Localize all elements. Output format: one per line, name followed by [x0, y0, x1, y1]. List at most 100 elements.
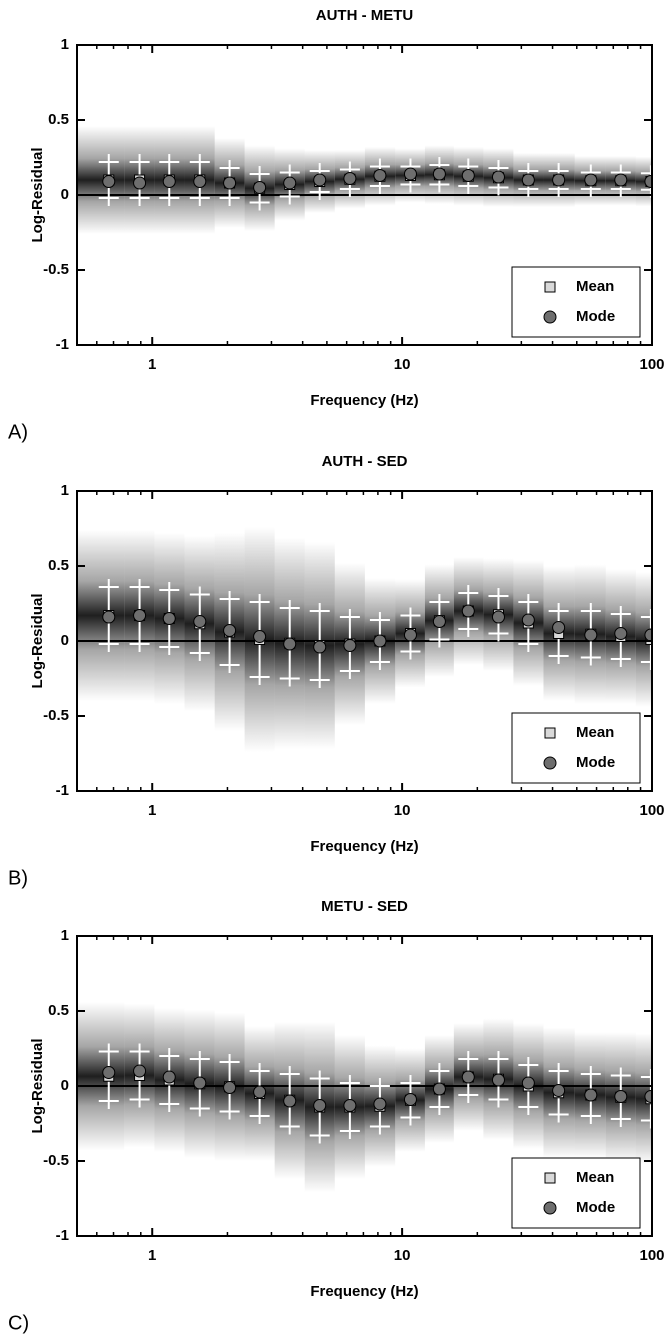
mode-marker	[461, 1070, 475, 1084]
mode-marker	[461, 604, 475, 618]
mode-marker	[644, 1090, 652, 1103]
mode-marker	[491, 170, 505, 184]
legend-label: Mean	[576, 724, 614, 741]
legend-label: Mode	[576, 1199, 615, 1216]
mode-marker	[373, 169, 387, 182]
mode-marker	[403, 167, 417, 181]
mode-marker	[432, 615, 446, 628]
y-axis-label: Log-Residual	[29, 593, 46, 688]
mode-marker	[614, 627, 628, 640]
legend: Mean Mode	[511, 712, 641, 784]
mode-marker	[521, 613, 535, 627]
legend-label: Mean	[576, 278, 614, 295]
legend-swatch	[544, 281, 556, 293]
mode-marker	[432, 167, 446, 181]
y-tick-label: 1	[61, 482, 69, 499]
mode-marker	[283, 637, 297, 651]
mode-marker	[584, 1088, 598, 1102]
panel-label: A)	[8, 421, 28, 443]
mode-marker	[343, 172, 357, 185]
plot-area	[77, 1002, 652, 1193]
y-tick-label: -0.5	[43, 1152, 69, 1169]
panel-label: B)	[8, 867, 28, 889]
mode-marker	[102, 175, 116, 188]
x-tick-label: 1	[148, 356, 156, 373]
mode-marker	[193, 175, 207, 188]
mode-marker	[283, 1094, 297, 1108]
x-tick-label: 10	[394, 802, 411, 819]
legend-box	[511, 1157, 641, 1229]
density-column	[77, 1002, 125, 1151]
mode-marker	[552, 1084, 566, 1097]
y-axis-label: Log-Residual	[29, 1038, 46, 1133]
y-tick-label: 1	[61, 927, 69, 944]
mode-marker	[552, 173, 566, 187]
density-column	[77, 530, 125, 701]
mode-marker	[253, 630, 267, 643]
legend-swatch	[543, 756, 557, 770]
legend-label: Mean	[576, 1169, 614, 1186]
x-axis-label: Frequency (Hz)	[310, 1283, 418, 1300]
density-column	[635, 1033, 652, 1164]
mode-marker	[133, 609, 147, 622]
panel-title: AUTH - SED	[322, 453, 408, 470]
y-tick-label: 0.5	[48, 111, 69, 128]
plot-area	[77, 126, 652, 234]
mode-marker	[491, 1073, 505, 1087]
legend-box	[511, 712, 641, 784]
legend-swatch	[543, 310, 557, 324]
legend: Mean Mode	[511, 266, 641, 338]
mode-marker	[223, 176, 237, 190]
legend: Mean Mode	[511, 1157, 641, 1229]
x-tick-label: 1	[148, 1247, 156, 1264]
mode-marker	[614, 1090, 628, 1103]
mode-marker	[373, 1097, 387, 1111]
y-tick-label: -0.5	[43, 707, 69, 724]
plot-area	[77, 527, 652, 752]
mode-marker	[313, 1099, 327, 1112]
mode-marker	[521, 1076, 535, 1090]
y-axis-label: Log-Residual	[29, 147, 46, 242]
x-tick-label: 10	[394, 1247, 411, 1264]
mode-marker	[403, 628, 417, 642]
y-tick-label: 0.5	[48, 557, 69, 574]
mode-marker	[521, 173, 535, 187]
mode-marker	[644, 628, 652, 642]
mode-marker	[313, 640, 327, 654]
mode-marker	[313, 173, 327, 187]
mode-marker	[283, 176, 297, 190]
x-tick-label: 100	[639, 802, 664, 819]
mode-marker	[193, 1076, 207, 1090]
mode-marker	[491, 610, 505, 624]
x-tick-label: 100	[639, 356, 664, 373]
x-tick-label: 10	[394, 356, 411, 373]
mode-marker	[102, 1066, 116, 1079]
x-axis-label: Frequency (Hz)	[310, 392, 418, 409]
legend-swatch	[543, 1201, 557, 1215]
y-tick-label: -0.5	[43, 261, 69, 278]
legend-box	[511, 266, 641, 338]
mode-marker	[552, 621, 566, 634]
mode-marker	[584, 173, 598, 187]
mode-marker	[403, 1093, 417, 1106]
mode-marker	[193, 615, 207, 628]
mode-marker	[461, 169, 475, 182]
mode-marker	[343, 1099, 357, 1112]
mode-marker	[223, 1081, 237, 1094]
mode-marker	[644, 175, 652, 188]
y-tick-label: -1	[56, 336, 69, 353]
y-tick-label: -1	[56, 782, 69, 799]
mode-marker	[584, 628, 598, 642]
mode-marker	[162, 1070, 176, 1084]
density-column	[635, 572, 652, 707]
mode-marker	[162, 612, 176, 625]
y-tick-label: 1	[61, 36, 69, 53]
panel: AUTH - METU A) Frequency (Hz) Log-Residual 1…	[8, 7, 665, 443]
mode-marker	[133, 176, 147, 190]
legend-swatch	[544, 1172, 556, 1184]
panel-title: METU - SED	[321, 898, 408, 915]
y-tick-label: 0.5	[48, 1002, 69, 1019]
